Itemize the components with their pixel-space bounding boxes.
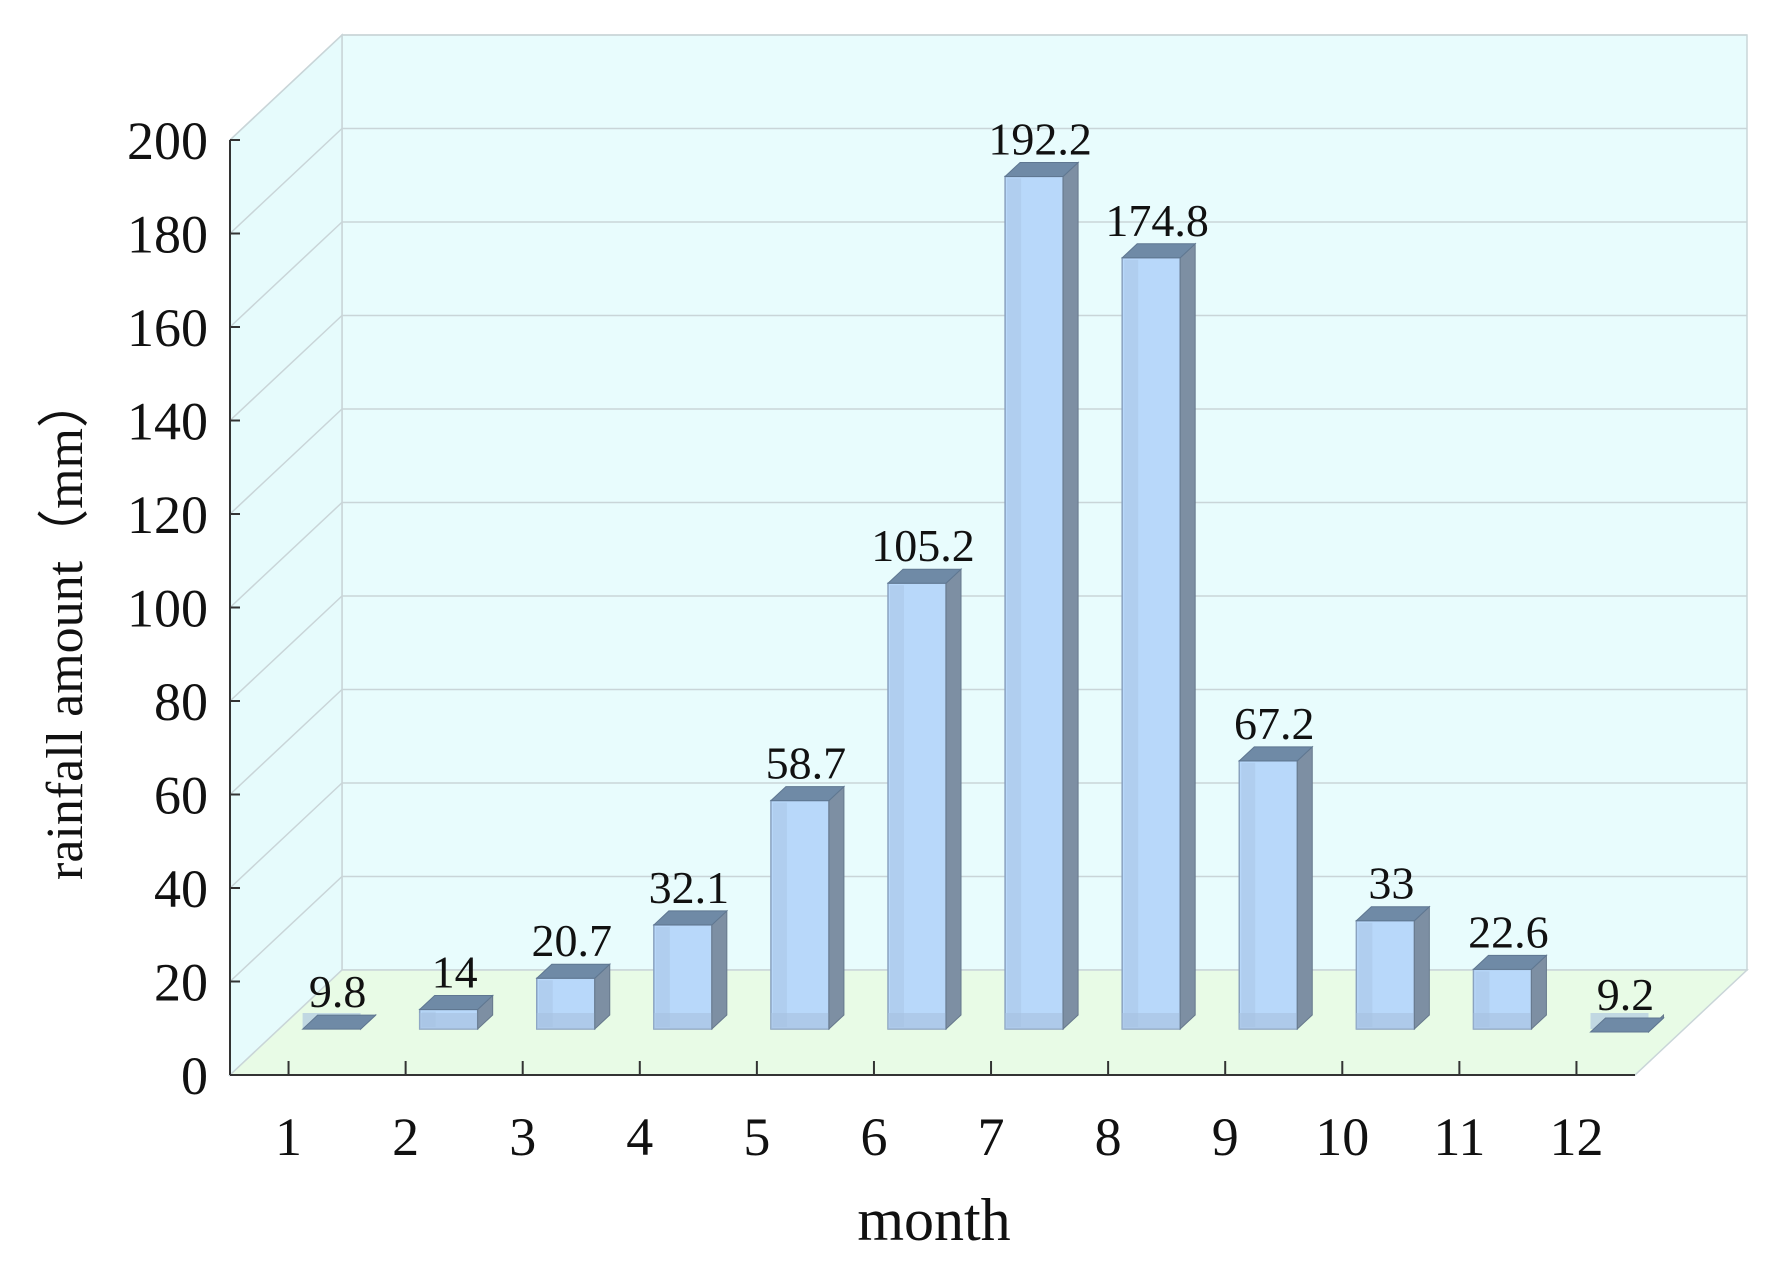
bar-top bbox=[1120, 243, 1197, 259]
bar-top bbox=[301, 1014, 377, 1030]
bar-shade bbox=[1358, 922, 1373, 1027]
bar-top bbox=[769, 786, 846, 802]
bar-top bbox=[1589, 1017, 1665, 1033]
x-tick-label: 11 bbox=[1433, 1107, 1485, 1167]
y-tick-label: 160 bbox=[127, 298, 208, 358]
bar: 58.7 bbox=[766, 738, 847, 1031]
y-tick-label: 200 bbox=[127, 111, 208, 171]
bar-base-shade bbox=[1239, 1013, 1298, 1029]
bar-side bbox=[828, 785, 845, 1031]
y-tick-label: 0 bbox=[181, 1046, 208, 1106]
bar-top bbox=[1003, 161, 1080, 177]
bar-base-shade bbox=[1005, 1013, 1064, 1029]
bar: 67.2 bbox=[1234, 698, 1315, 1031]
bar-top bbox=[418, 995, 494, 1011]
x-tick-label: 4 bbox=[626, 1107, 653, 1167]
bar-base-shade bbox=[888, 1013, 947, 1029]
y-tick-label: 100 bbox=[127, 579, 208, 639]
y-tick-label: 20 bbox=[154, 953, 208, 1013]
bar-side bbox=[1296, 745, 1313, 1031]
bar-base-shade bbox=[1122, 1013, 1181, 1029]
bar: 14 bbox=[418, 947, 494, 1031]
bar-top bbox=[535, 963, 612, 979]
gridline-side bbox=[229, 408, 343, 515]
y-tick-label: 60 bbox=[154, 766, 208, 826]
data-label: 174.8 bbox=[1105, 195, 1209, 246]
bar-shade bbox=[1007, 178, 1022, 1028]
bar-shade bbox=[772, 802, 787, 1027]
data-label: 9.2 bbox=[1597, 969, 1655, 1020]
bar-shade bbox=[1124, 259, 1139, 1027]
bar-side bbox=[711, 909, 728, 1031]
bar: 9.2 bbox=[1589, 969, 1665, 1034]
y-tick-label: 80 bbox=[154, 672, 208, 732]
data-label: 192.2 bbox=[988, 113, 1092, 164]
bar-side bbox=[1179, 242, 1196, 1031]
bar-base-shade bbox=[1356, 1013, 1415, 1029]
y-tick-label: 140 bbox=[127, 392, 208, 452]
bar-base-shade bbox=[536, 1013, 595, 1029]
bar: 9.8 bbox=[301, 966, 377, 1031]
bar: 174.8 bbox=[1105, 195, 1209, 1031]
data-label: 20.7 bbox=[532, 915, 613, 966]
x-tick-label: 3 bbox=[509, 1107, 536, 1167]
bar: 105.2 bbox=[871, 520, 975, 1031]
bar-side bbox=[945, 568, 962, 1031]
gridline-side bbox=[229, 221, 343, 328]
bar: 192.2 bbox=[988, 113, 1092, 1031]
gridline-side bbox=[229, 595, 343, 702]
bar-base-shade bbox=[653, 1013, 712, 1029]
gridline-side bbox=[229, 34, 343, 141]
data-label: 32.1 bbox=[649, 862, 730, 913]
data-label: 14 bbox=[432, 947, 478, 998]
bar-base-shade bbox=[419, 1013, 478, 1029]
bar: 20.7 bbox=[532, 915, 613, 1031]
bar: 32.1 bbox=[649, 862, 730, 1031]
gridline-side bbox=[229, 875, 343, 983]
x-tick-label: 1 bbox=[275, 1107, 302, 1167]
bar-top bbox=[1237, 746, 1314, 762]
bar-shade bbox=[655, 926, 670, 1027]
x-tick-label: 2 bbox=[392, 1107, 419, 1167]
bar-top bbox=[652, 910, 729, 926]
bar-side bbox=[1062, 161, 1079, 1031]
gridline-side bbox=[229, 501, 343, 609]
x-tick-label: 7 bbox=[978, 1107, 1005, 1167]
data-label: 58.7 bbox=[766, 738, 847, 789]
data-label: 105.2 bbox=[871, 520, 975, 571]
bar: 22.6 bbox=[1468, 906, 1549, 1031]
gridline-side bbox=[229, 782, 343, 889]
data-label: 33 bbox=[1368, 858, 1414, 909]
bar-shade bbox=[890, 585, 905, 1027]
data-label: 67.2 bbox=[1234, 698, 1315, 749]
x-tick-label: 8 bbox=[1095, 1107, 1122, 1167]
bar-top bbox=[1472, 954, 1548, 970]
gridline-side bbox=[229, 688, 343, 796]
y-tick-label: 120 bbox=[127, 485, 208, 545]
x-tick-label: 10 bbox=[1315, 1107, 1369, 1167]
x-axis-label: month bbox=[857, 1187, 1010, 1253]
y-axis-label: rainfall amount（mm） bbox=[37, 376, 94, 880]
data-label: 22.6 bbox=[1468, 906, 1549, 957]
bar-top bbox=[886, 568, 963, 584]
bars: 9.8 14 20.7 32.1 58.7 105.2 192.2 174.8 67.2 33 22… bbox=[301, 113, 1665, 1034]
x-tick-label: 9 bbox=[1212, 1107, 1239, 1167]
y-tick-label: 40 bbox=[154, 859, 208, 919]
bar: 33 bbox=[1355, 858, 1431, 1031]
bar-base-shade bbox=[770, 1013, 829, 1029]
gridline-side bbox=[229, 314, 343, 422]
y-tick-label: 180 bbox=[127, 205, 208, 265]
data-label: 9.8 bbox=[309, 966, 367, 1017]
gridline-side bbox=[229, 127, 343, 235]
x-tick-label: 5 bbox=[743, 1107, 770, 1167]
x-tick-label: 6 bbox=[860, 1107, 887, 1167]
bar-base-shade bbox=[1473, 1013, 1532, 1029]
bar-top bbox=[1355, 906, 1431, 922]
bar-side bbox=[1413, 905, 1430, 1031]
x-tick-label: 12 bbox=[1549, 1107, 1603, 1167]
bar-shade bbox=[1241, 762, 1256, 1027]
